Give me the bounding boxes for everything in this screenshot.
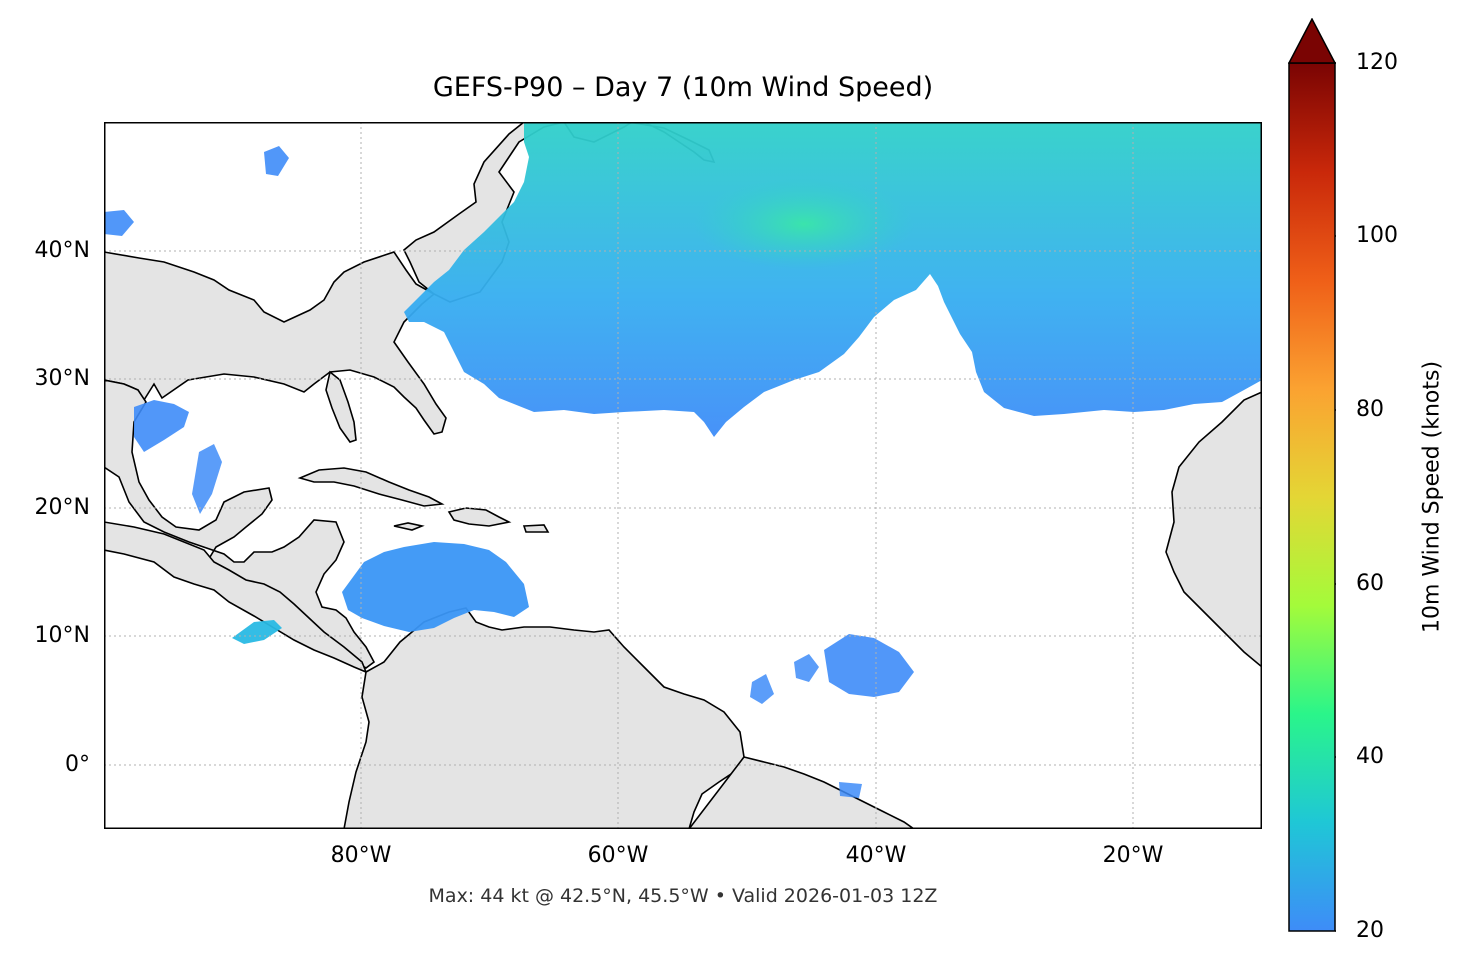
wind-pacific-gap	[232, 620, 282, 644]
map-title: GEFS-P90 – Day 7 (10m Wind Speed)	[432, 72, 934, 103]
lat-tick-20: 20°N	[34, 495, 90, 520]
land-jamaica	[393, 522, 425, 531]
lat-tick-30: 30°N	[34, 366, 90, 391]
wind-tropical-patch-1	[824, 634, 914, 697]
gridlines	[104, 122, 1262, 829]
lon-tick-60w: 60°W	[587, 843, 649, 868]
lat-tick-40: 40°N	[34, 238, 90, 263]
lon-tick-80w: 80°W	[330, 843, 392, 868]
land-florida	[325, 370, 357, 443]
colorbar-extend-arrow	[1288, 18, 1336, 64]
wind-nw-atlantic-small	[264, 146, 289, 176]
colorbar-tick-20: 20	[1356, 918, 1384, 943]
land-puerto-rico	[522, 524, 550, 533]
wind-gulf	[134, 400, 189, 452]
lon-tick-40w: 40°W	[845, 843, 907, 868]
colorbar-tick-40: 40	[1356, 744, 1384, 769]
wind-gulf-2	[192, 444, 222, 514]
land-west-africa	[1165, 391, 1262, 669]
lat-tick-0: 0°	[65, 752, 90, 777]
wind-tropical-patch-4	[839, 782, 862, 798]
colorbar-label: 10m Wind Speed (knots)	[1419, 360, 1445, 634]
colorbar-tick-80: 80	[1356, 397, 1384, 422]
map-border	[104, 122, 1262, 829]
colorbar-tick-60: 60	[1356, 571, 1384, 596]
lat-tick-10: 10°N	[34, 623, 90, 648]
colorbar	[1288, 18, 1336, 932]
colorbar-gradient	[1288, 62, 1336, 932]
land-cuba	[297, 467, 445, 507]
wind-hudson-small	[104, 210, 134, 236]
wind-peak-core	[694, 178, 914, 270]
max-wind-footer: Max: 44 kt @ 42.5°N, 45.5°W • Valid 2026…	[428, 885, 938, 907]
map-frame	[104, 122, 1262, 829]
lon-tick-20w: 20°W	[1102, 843, 1164, 868]
wind-caribbean	[342, 542, 529, 632]
land-hispaniola	[447, 507, 512, 527]
wind-tropical-patch-3	[750, 674, 774, 704]
land-central-america	[104, 521, 368, 674]
wind-tropical-patch-2	[794, 654, 819, 682]
colorbar-tick-100: 100	[1356, 223, 1398, 248]
colorbar-tick-120: 120	[1356, 50, 1398, 75]
land-south-america	[343, 607, 745, 829]
